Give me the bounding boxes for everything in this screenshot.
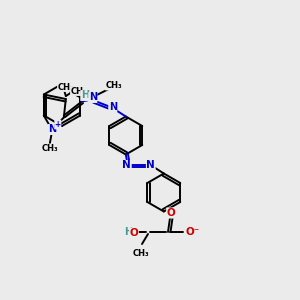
Text: CH₃: CH₃ — [70, 86, 87, 95]
Text: O: O — [130, 228, 138, 238]
Text: H: H — [124, 227, 132, 237]
Text: N: N — [146, 160, 155, 170]
Text: CH₃: CH₃ — [58, 82, 74, 91]
Text: CH₃: CH₃ — [106, 81, 122, 90]
Text: N: N — [122, 160, 131, 170]
Text: CH₃: CH₃ — [41, 144, 58, 153]
Text: N: N — [89, 92, 97, 103]
Text: CH₃: CH₃ — [133, 248, 149, 257]
Text: H: H — [81, 91, 89, 100]
Text: O⁻: O⁻ — [186, 227, 200, 237]
Text: +: + — [55, 120, 61, 129]
Text: O: O — [167, 208, 176, 218]
Text: N: N — [48, 124, 56, 134]
Text: N: N — [109, 101, 117, 112]
